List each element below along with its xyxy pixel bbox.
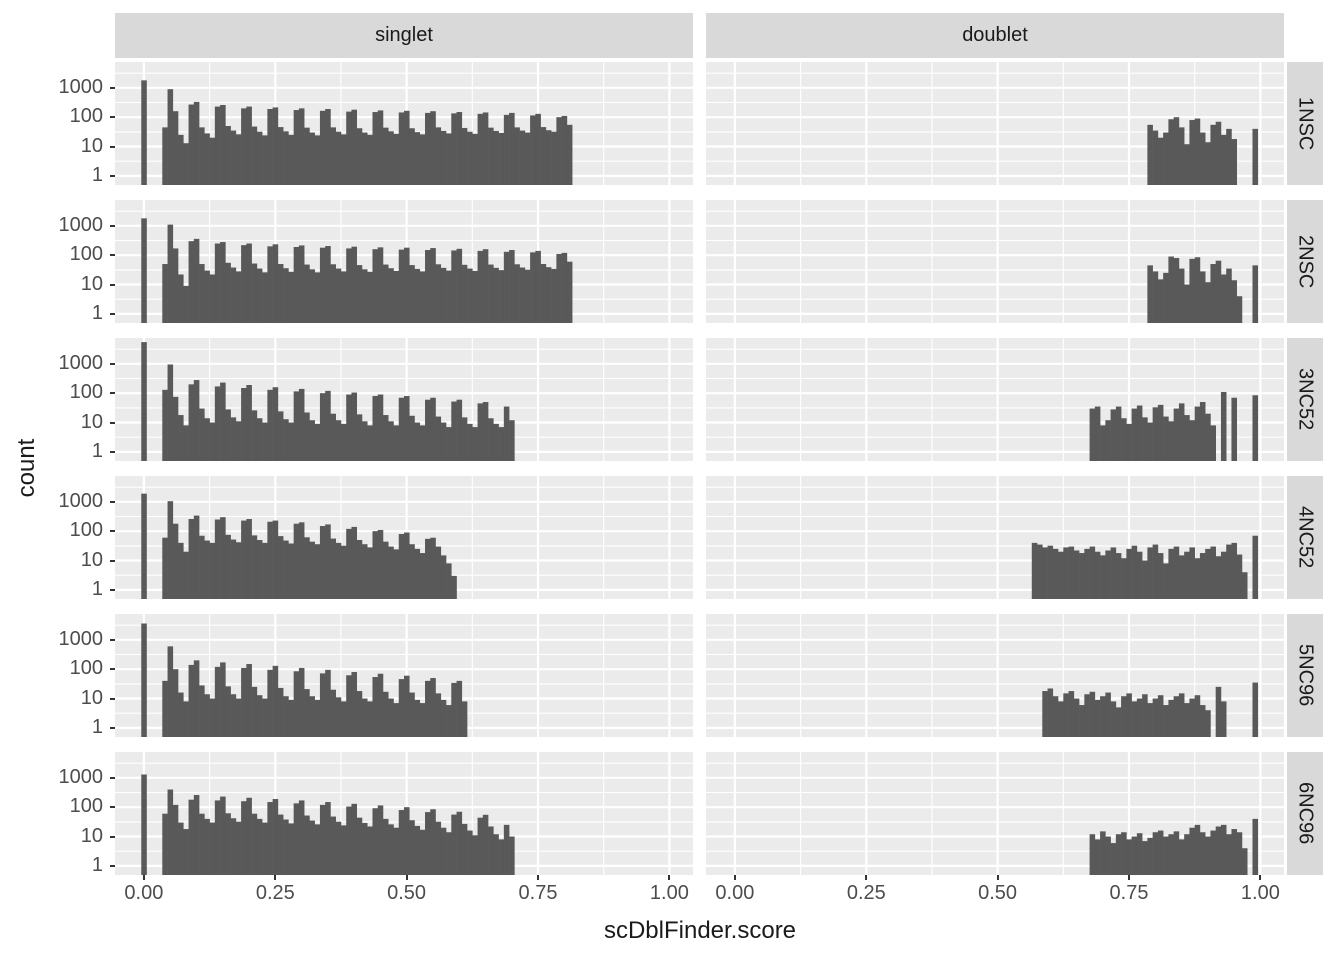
y-tick-mark (110, 145, 115, 148)
x-tick-mark (996, 875, 999, 880)
y-tick-mark (110, 450, 115, 453)
y-tick-label: 10 (80, 134, 103, 157)
facet-row-label-3nc52: 3NC52 (1294, 368, 1317, 431)
x-tick-label-singlet: 1.00 (649, 882, 689, 904)
facet-row-strip-5nc96: 5NC96 (1287, 614, 1323, 737)
facet-row-label-4nc52: 4NC52 (1294, 506, 1317, 569)
y-tick-label: 10 (80, 548, 103, 571)
y-axis-title: count (13, 438, 40, 498)
panel-singlet-4nc52 (115, 476, 693, 599)
facet-row-label-1nsc: 1NSC (1294, 96, 1317, 151)
facet-row-strip-3nc52: 3NC52 (1287, 338, 1323, 461)
y-tick-mark (110, 588, 115, 591)
panel-doublet-5nc96 (706, 614, 1284, 737)
y-tick-label: 1000 (58, 351, 104, 374)
panel-doublet-6nc96 (706, 752, 1284, 875)
y-tick-mark (110, 806, 115, 809)
y-tick-mark (110, 224, 115, 227)
y-tick-mark (110, 530, 115, 533)
y-tick-mark (110, 421, 115, 424)
y-tick-mark (110, 500, 115, 503)
y-tick-mark (110, 864, 115, 867)
y-tick-mark (110, 668, 115, 671)
y-tick-label: 1000 (58, 765, 104, 788)
facet-column-label-doublet: doublet (962, 24, 1028, 46)
x-tick-label-singlet: 0.75 (518, 882, 558, 904)
panel-doublet-2nsc (706, 200, 1284, 323)
y-tick-label: 100 (69, 243, 103, 266)
facet-column-strip-singlet: singlet (115, 13, 693, 58)
y-tick-label: 1 (91, 853, 103, 876)
y-tick-mark (110, 254, 115, 257)
x-tick-label-singlet: 0.00 (124, 882, 164, 904)
facet-row-strip-4nc52: 4NC52 (1287, 476, 1323, 599)
facet-row-strip-2nsc: 2NSC (1287, 200, 1323, 323)
panel-doublet-1nsc (706, 62, 1284, 185)
x-tick-label-doublet: 0.50 (978, 882, 1018, 904)
panel-singlet-1nsc (115, 62, 693, 185)
facet-column-strip-doublet: doublet (706, 13, 1284, 58)
y-tick-mark (110, 392, 115, 395)
panel-singlet-5nc96 (115, 614, 693, 737)
x-tick-mark (865, 875, 868, 880)
y-tick-mark (110, 312, 115, 315)
panel-singlet-6nc96 (115, 752, 693, 875)
facet-row-strip-1nsc: 1NSC (1287, 62, 1323, 185)
facet-column-label-singlet: singlet (375, 24, 433, 46)
y-tick-label: 1000 (58, 627, 104, 650)
y-tick-label: 10 (80, 272, 103, 295)
facet-row-label-6nc96: 6NC96 (1294, 782, 1317, 845)
y-tick-label: 100 (69, 795, 103, 818)
y-tick-mark (110, 559, 115, 562)
facet-row-label-5nc96: 5NC96 (1294, 644, 1317, 707)
y-tick-label: 10 (80, 824, 103, 847)
x-tick-label-doublet: 1.00 (1240, 882, 1280, 904)
x-tick-mark (142, 875, 145, 880)
y-tick-label: 1 (91, 301, 103, 324)
y-tick-label: 100 (69, 519, 103, 542)
x-tick-mark (733, 875, 736, 880)
x-tick-mark (405, 875, 408, 880)
y-tick-label: 100 (69, 657, 103, 680)
panel-doublet-3nc52 (706, 338, 1284, 461)
x-tick-mark (274, 875, 277, 880)
y-tick-mark (110, 697, 115, 700)
y-tick-label: 10 (80, 410, 103, 433)
y-tick-mark (110, 362, 115, 365)
y-tick-label: 1000 (58, 213, 104, 236)
y-tick-label: 10 (80, 686, 103, 709)
y-tick-mark (110, 835, 115, 838)
x-tick-label-doublet: 0.75 (1109, 882, 1149, 904)
y-tick-label: 100 (69, 381, 103, 404)
x-tick-mark (537, 875, 539, 880)
panel-singlet-2nsc (115, 200, 693, 323)
panel-doublet-4nc52 (706, 476, 1284, 599)
y-tick-label: 1 (91, 163, 103, 186)
facet-row-strip-6nc96: 6NC96 (1287, 752, 1323, 875)
y-tick-label: 1 (91, 439, 103, 462)
x-tick-label-doublet: 0.25 (846, 882, 886, 904)
y-tick-label: 1 (91, 715, 103, 738)
x-tick-mark (1259, 875, 1262, 880)
panel-singlet-3nc52 (115, 338, 693, 461)
y-tick-mark (110, 726, 115, 729)
y-tick-label: 1000 (58, 75, 104, 98)
x-tick-mark (1128, 875, 1130, 880)
y-tick-label: 1 (91, 577, 103, 600)
y-tick-mark (110, 638, 115, 641)
y-tick-mark (110, 86, 115, 89)
y-tick-mark (110, 174, 115, 177)
facet-row-label-2nsc: 2NSC (1294, 234, 1317, 289)
y-tick-mark (110, 283, 115, 286)
x-tick-label-singlet: 0.25 (255, 882, 295, 904)
x-axis-title: scDblFinder.score (603, 917, 797, 944)
x-tick-label-singlet: 0.50 (387, 882, 427, 904)
y-tick-label: 100 (69, 105, 103, 128)
x-tick-mark (668, 875, 671, 880)
y-tick-mark (110, 776, 115, 779)
y-tick-label: 1000 (58, 489, 104, 512)
x-tick-label-doublet: 0.00 (715, 882, 755, 904)
y-tick-mark (110, 116, 115, 119)
